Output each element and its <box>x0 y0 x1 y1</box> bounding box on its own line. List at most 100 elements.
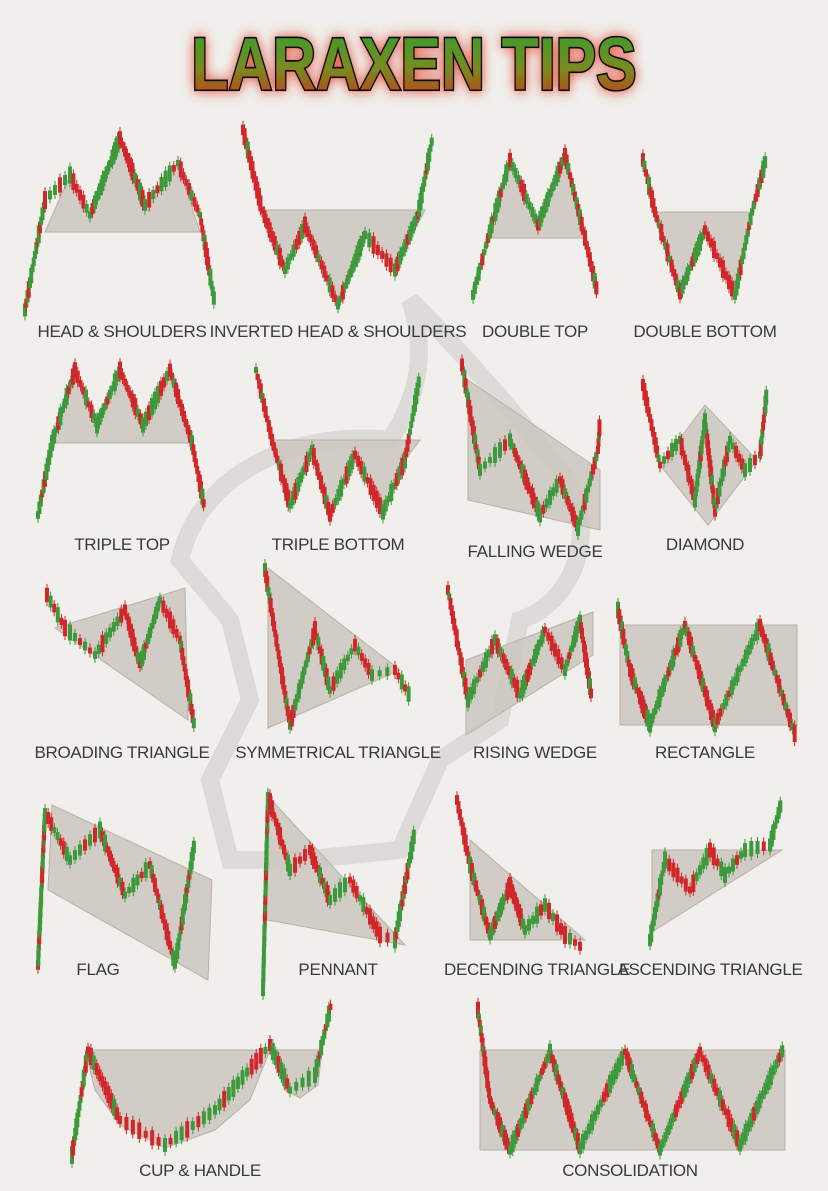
candle-body <box>468 405 473 423</box>
candle-body <box>475 676 479 684</box>
candle-body <box>718 708 723 717</box>
candle-body <box>541 504 546 514</box>
candle-body <box>330 285 335 298</box>
candle-body <box>115 616 120 627</box>
candle-body <box>551 487 556 497</box>
candle-body <box>538 639 542 647</box>
candle-body <box>207 1107 212 1121</box>
candle-body <box>273 448 278 458</box>
pattern-illustrations <box>23 120 798 1168</box>
candle-body <box>454 629 459 647</box>
candle-body <box>634 1081 639 1089</box>
candle-body <box>403 239 408 252</box>
candle-body <box>662 678 666 692</box>
candle-body <box>359 653 364 661</box>
candle-body <box>88 834 92 846</box>
candle-body <box>185 1121 190 1138</box>
candle-body <box>584 1130 588 1140</box>
candle-body <box>180 908 185 925</box>
candle-body <box>498 187 503 198</box>
candle-body <box>525 668 530 683</box>
candle-body <box>674 1104 678 1118</box>
candle-body <box>488 929 492 941</box>
candle-body <box>34 242 39 255</box>
candle-body <box>43 808 47 816</box>
candle-body <box>516 1123 520 1137</box>
candle-body <box>55 832 60 840</box>
candle-body <box>738 665 743 672</box>
candle-body <box>356 455 361 467</box>
candle-body <box>128 157 132 173</box>
candle-body <box>519 179 524 193</box>
candle-body <box>678 286 682 300</box>
candle-body <box>523 469 527 486</box>
candle-body <box>48 595 53 608</box>
candle-body <box>498 647 503 658</box>
candle-body <box>550 1054 555 1064</box>
candle-body <box>563 664 567 676</box>
candle-body <box>280 667 285 685</box>
candle-body <box>709 238 713 248</box>
candle-body <box>300 671 305 684</box>
candle-body <box>700 1055 705 1063</box>
candle-body <box>286 489 291 508</box>
candle-body <box>637 1087 641 1096</box>
candle-body <box>156 601 160 612</box>
title: LARAXEN TIPS <box>191 24 636 106</box>
candle-body <box>653 1132 658 1142</box>
candle-body <box>307 451 312 462</box>
candle-body <box>700 435 705 445</box>
candle-body <box>383 499 388 512</box>
candle-body <box>528 486 532 494</box>
candle-body <box>680 628 685 636</box>
candle-body <box>110 385 115 392</box>
candle-body <box>31 257 36 267</box>
candle-body <box>301 466 306 475</box>
candle-body <box>107 389 112 400</box>
candle-body <box>510 442 515 450</box>
candle-body <box>291 704 296 718</box>
candle-body <box>283 265 287 275</box>
pattern-chart <box>446 581 594 736</box>
candle-body <box>478 262 483 271</box>
candle-body <box>113 865 117 873</box>
candle-body <box>201 1111 206 1125</box>
candle-body <box>186 679 191 698</box>
candle-body <box>73 362 77 378</box>
candle-body <box>134 646 139 657</box>
candle-body <box>764 638 769 653</box>
candle-body <box>315 463 320 476</box>
candle-body <box>88 211 92 219</box>
candle-body <box>676 637 680 653</box>
candle-body <box>118 877 122 887</box>
candle-body <box>683 275 687 286</box>
candle-body <box>149 865 154 879</box>
candle-body <box>545 1054 550 1064</box>
candle-body <box>688 886 692 894</box>
candle-body <box>555 914 559 932</box>
candle-body <box>323 881 327 894</box>
candle-body <box>596 1104 600 1115</box>
candle-body <box>133 173 137 184</box>
candle-body <box>23 303 27 317</box>
candle-body <box>125 384 130 392</box>
candle-body <box>605 1083 609 1098</box>
candle-body <box>360 235 365 247</box>
candle-body <box>670 443 674 457</box>
candle-body <box>316 254 321 263</box>
candle-body <box>498 442 502 458</box>
candle-body <box>709 466 714 485</box>
candle-body <box>731 858 735 872</box>
candle-body <box>783 702 788 711</box>
candle-body <box>638 690 642 705</box>
candle-body <box>463 834 468 853</box>
candle-body <box>328 1003 333 1010</box>
candle-body <box>546 632 551 641</box>
candle-body <box>280 259 285 268</box>
candle-body <box>721 702 726 710</box>
candle-body <box>342 658 347 670</box>
pattern-chart <box>70 999 333 1168</box>
candle-body <box>666 1125 670 1136</box>
candle-body <box>95 416 99 434</box>
candle-body <box>752 634 757 641</box>
